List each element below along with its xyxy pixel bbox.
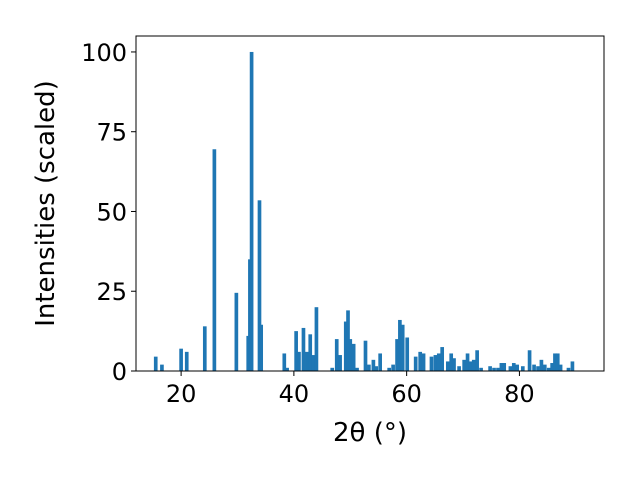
bar [433,355,438,371]
x-tick-label: 60 [391,380,422,408]
bar [282,353,287,371]
bar [445,361,450,371]
bar [400,324,405,371]
bar [546,367,551,371]
bar [378,353,382,371]
bar [468,361,473,371]
bar [532,364,536,371]
bar [570,361,575,371]
bar [413,356,418,371]
bar [492,367,496,371]
bar [496,367,500,371]
bar [515,364,519,371]
bar [405,337,410,371]
bar [374,366,379,371]
bar [160,364,164,371]
plot-frame [135,35,605,372]
bar [363,340,368,371]
bar [465,353,470,371]
x-tick-label: 80 [504,380,535,408]
bar [511,363,516,371]
bar [542,364,547,371]
bar [202,326,207,371]
bar [330,367,335,371]
bar [555,353,560,371]
bar [367,364,371,371]
bar [395,339,399,371]
bar [550,363,554,371]
bar [558,364,563,371]
bar [314,307,319,371]
bar [488,366,492,371]
bar [212,149,217,371]
bar [398,319,402,371]
y-tick-label: 0 [112,358,127,386]
y-axis: 0 25 50 75 100 [81,39,136,386]
bar [257,200,262,371]
bar [391,364,395,371]
bar [536,366,540,371]
y-tick-label: 50 [96,198,127,226]
bar [355,367,359,371]
bar [294,331,298,371]
bar [184,351,189,371]
x-axis: 20 40 60 80 [166,371,535,408]
bar [297,351,301,371]
bar [502,363,507,371]
bar [305,351,309,371]
x-axis-label: 2θ (°) [333,418,407,448]
bar [371,359,376,371]
bar [311,355,316,371]
bar [249,51,254,371]
bar [348,339,353,371]
bar [234,292,239,371]
y-tick-label: 25 [96,278,127,306]
bar [418,351,423,371]
bar [499,363,504,371]
bar [457,366,461,371]
bar [179,348,183,371]
bar [301,327,306,371]
bar [387,367,392,371]
bar [436,353,441,371]
y-axis-label: Intensities (scaled) [31,80,61,327]
bar [475,350,479,371]
bar [462,359,466,371]
bar [520,366,525,371]
bar [471,359,476,371]
bar [285,367,289,371]
bar [553,353,557,371]
y-tick-label: 100 [81,39,127,67]
bar [452,358,456,371]
bar [421,353,426,371]
y-tick-label: 75 [96,119,127,147]
bar [259,324,264,371]
bar [566,367,571,371]
bar [479,367,483,371]
bar [449,353,454,371]
bar [429,356,434,371]
bar [338,355,342,371]
bar [346,310,350,371]
bar [334,339,339,371]
bar [351,343,356,371]
bar [343,321,348,371]
bar [308,334,313,371]
bar-series [153,51,575,371]
bar [539,359,544,371]
bar [527,350,532,371]
x-tick-label: 20 [166,380,197,408]
bar [508,366,513,371]
x-tick-label: 40 [279,380,310,408]
bar [440,347,445,371]
bar [153,356,158,371]
